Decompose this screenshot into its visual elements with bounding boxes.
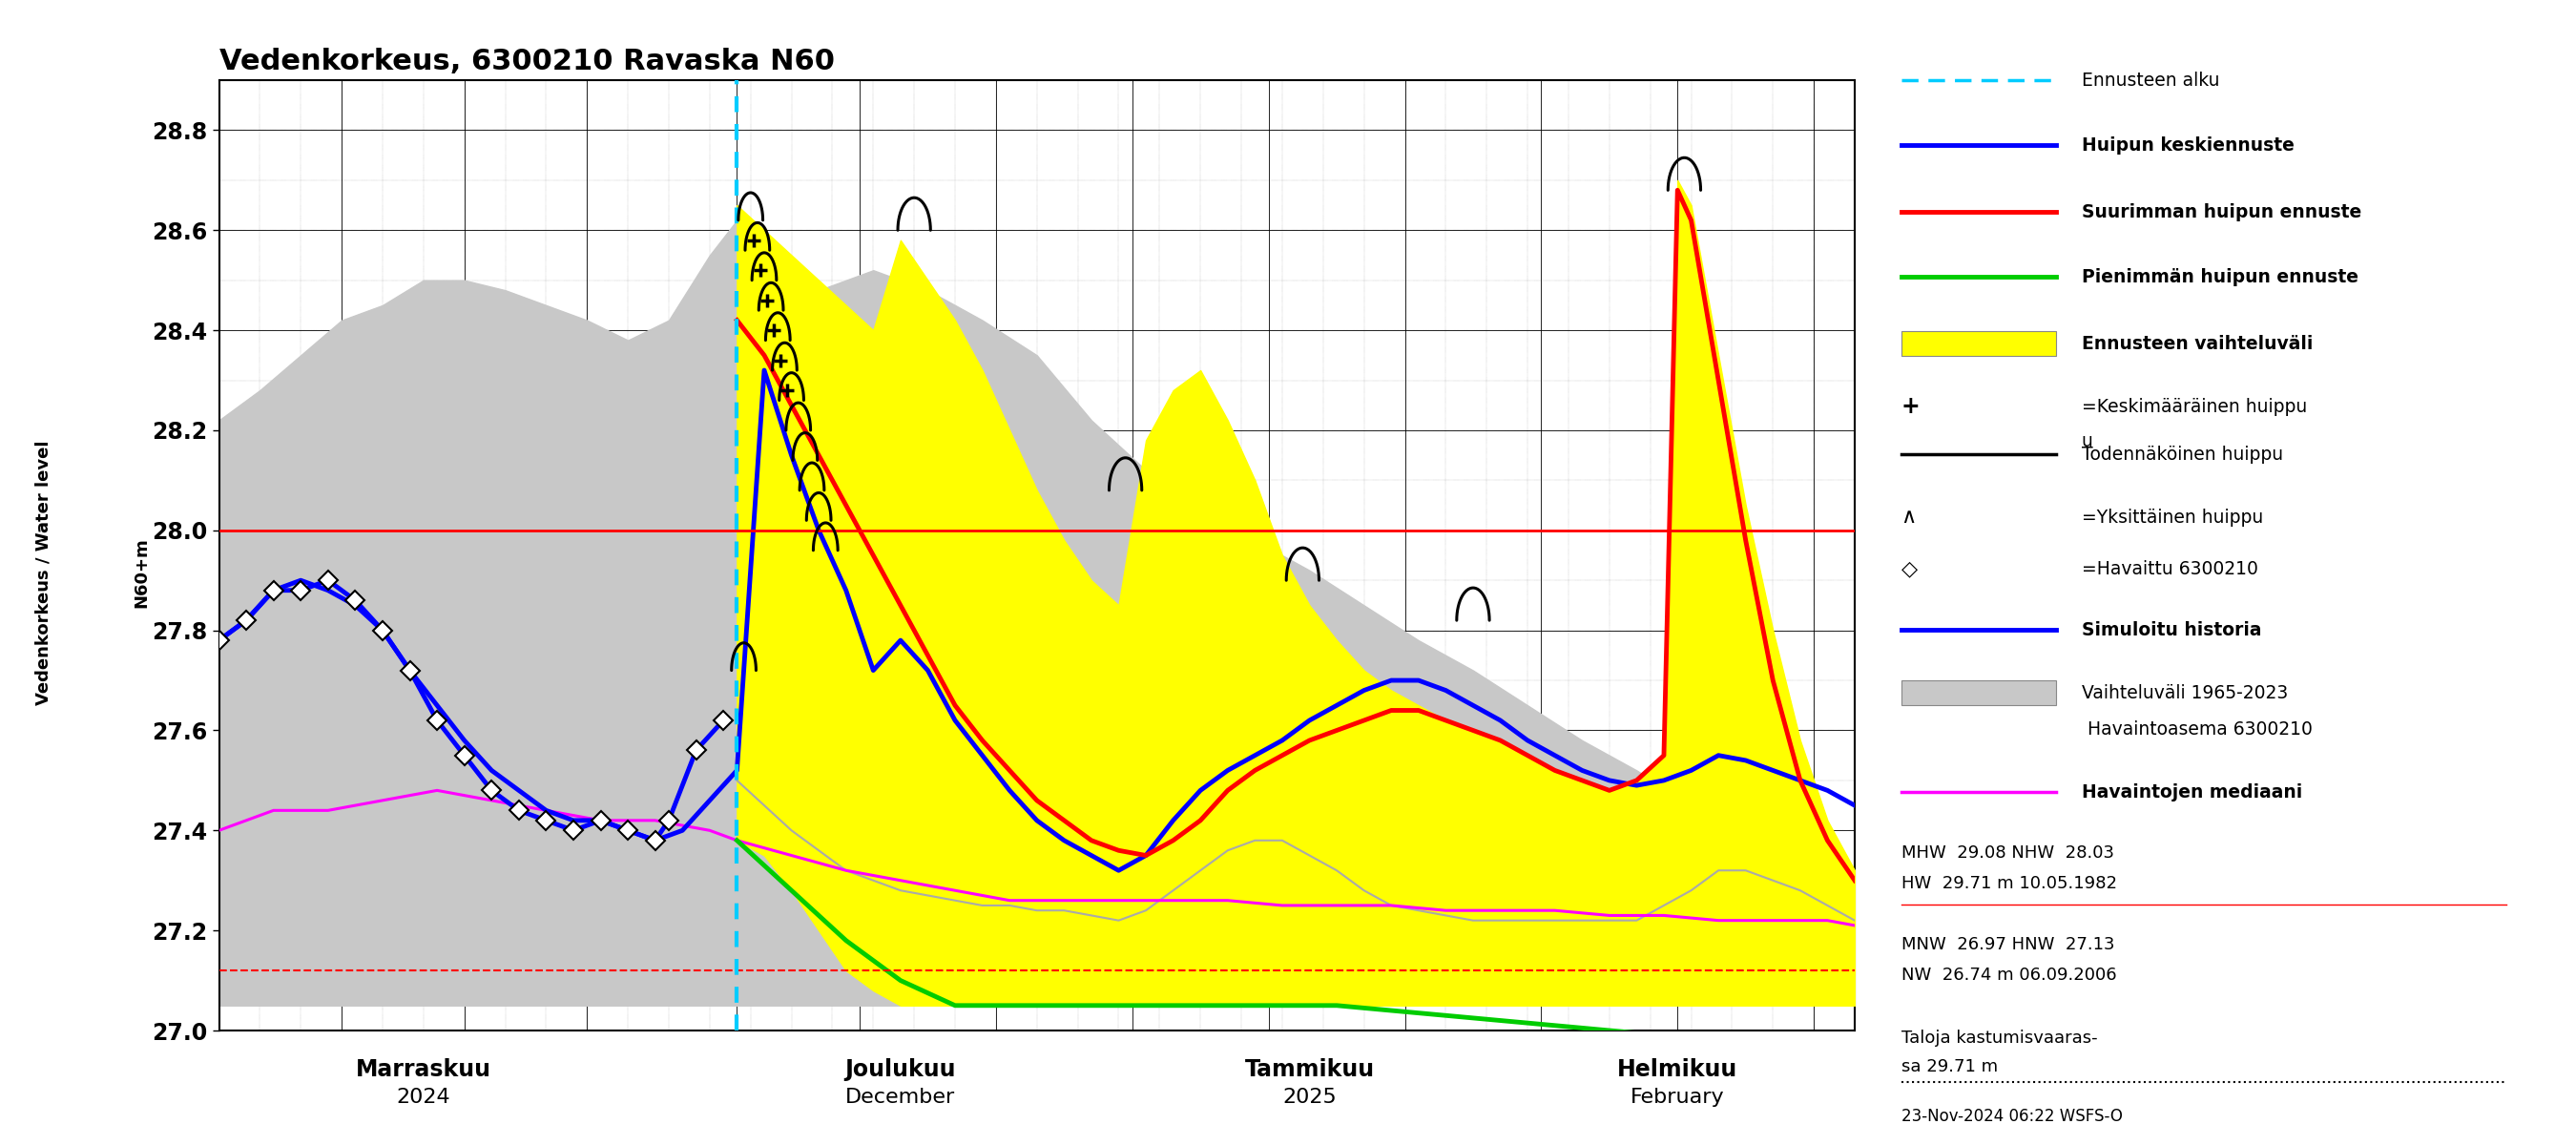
Text: =Keskimääräinen huippu: =Keskimääräinen huippu — [2081, 397, 2308, 416]
Text: HW  29.71 m 10.05.1982: HW 29.71 m 10.05.1982 — [1901, 875, 2117, 893]
Text: Marraskuu: Marraskuu — [355, 1058, 492, 1081]
Text: Ennusteen vaihteluväli: Ennusteen vaihteluväli — [2081, 334, 2313, 353]
Text: February: February — [1631, 1088, 1723, 1107]
Text: 2024: 2024 — [397, 1088, 451, 1107]
Text: u: u — [2081, 432, 2092, 450]
Text: 23-Nov-2024 06:22 WSFS-O: 23-Nov-2024 06:22 WSFS-O — [1901, 1108, 2123, 1124]
Text: December: December — [845, 1088, 956, 1107]
Text: Ennusteen alku: Ennusteen alku — [2081, 71, 2221, 89]
Text: Vedenkorkeus, 6300210 Ravaska N60: Vedenkorkeus, 6300210 Ravaska N60 — [219, 48, 835, 76]
Text: =Yksittäinen huippu: =Yksittäinen huippu — [2081, 508, 2262, 527]
Text: Havaintojen mediaani: Havaintojen mediaani — [2081, 783, 2303, 802]
Text: +: + — [1901, 395, 1919, 418]
Text: Todennäköinen huippu: Todennäköinen huippu — [2081, 445, 2282, 464]
Text: Joulukuu: Joulukuu — [845, 1058, 956, 1081]
Text: Huipun keskiennuste: Huipun keskiennuste — [2081, 136, 2295, 155]
Text: Pienimmän huipun ennuste: Pienimmän huipun ennuste — [2081, 268, 2357, 286]
Text: NW  26.74 m 06.09.2006: NW 26.74 m 06.09.2006 — [1901, 966, 2117, 984]
Text: Helmikuu: Helmikuu — [1618, 1058, 1739, 1081]
Text: Taloja kastumisvaaras-: Taloja kastumisvaaras- — [1901, 1030, 2097, 1047]
Text: MNW  26.97 HNW  27.13: MNW 26.97 HNW 27.13 — [1901, 937, 2115, 953]
Text: Suurimman huipun ennuste: Suurimman huipun ennuste — [2081, 203, 2362, 221]
Text: Vedenkorkeus / Water level: Vedenkorkeus / Water level — [36, 440, 52, 705]
Text: N60+m: N60+m — [134, 537, 149, 608]
Text: Tammikuu: Tammikuu — [1244, 1058, 1376, 1081]
Text: MHW  29.08 NHW  28.03: MHW 29.08 NHW 28.03 — [1901, 845, 2115, 861]
Text: Havaintoasema 6300210: Havaintoasema 6300210 — [2081, 720, 2313, 739]
Text: 2025: 2025 — [1283, 1088, 1337, 1107]
Text: sa 29.71 m: sa 29.71 m — [1901, 1058, 1996, 1076]
Text: =Havaittu 6300210: =Havaittu 6300210 — [2081, 560, 2257, 578]
Text: Simuloitu historia: Simuloitu historia — [2081, 621, 2262, 639]
Text: Vaihteluväli 1965-2023: Vaihteluväli 1965-2023 — [2081, 684, 2287, 702]
Text: ∧: ∧ — [1901, 508, 1917, 527]
Text: ◇: ◇ — [1901, 560, 1917, 578]
